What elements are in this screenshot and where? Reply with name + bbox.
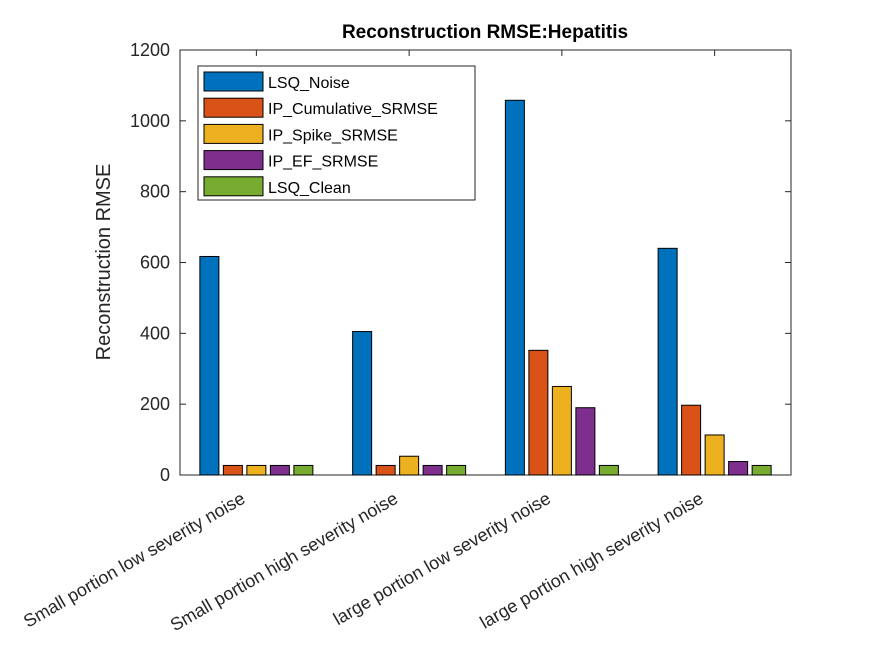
bar-IP_EF_SRMSE (575, 407, 596, 476)
y-tick-label: 200 (140, 394, 170, 414)
legend: LSQ_Noise IP_Cumulative_SRMSE IP_Spike_SRM… (197, 65, 476, 201)
y-axis-label: Reconstruction RMSE (93, 164, 115, 361)
bar-LSQ_Noise (504, 99, 525, 476)
bar-LSQ_Noise (199, 255, 220, 476)
bar-IP_Spike_SRMSE (551, 385, 572, 476)
y-tick-label: 400 (140, 323, 170, 343)
y-tick-label: 1200 (130, 40, 170, 60)
legend-label: LSQ_Clean (268, 180, 351, 197)
bar-IP_Cumulative_SRMSE (222, 464, 243, 476)
bar-IP_EF_SRMSE (422, 464, 443, 476)
bar-LSQ_Noise (352, 331, 373, 476)
bar-IP_Spike_SRMSE (399, 455, 420, 476)
bar-LSQ_Clean (446, 464, 467, 476)
y-tick-label: 800 (140, 182, 170, 202)
legend-swatch-IP_Cumulative_SRMSE (203, 97, 264, 118)
bar-LSQ_Noise (657, 247, 678, 476)
bar-LSQ_Clean (598, 464, 619, 476)
bar-LSQ_Clean (751, 464, 772, 476)
bars (199, 99, 772, 476)
y-tick-label: 0 (160, 465, 170, 485)
bar-IP_Spike_SRMSE (704, 434, 725, 476)
legend-label: IP_Spike_SRMSE (268, 127, 398, 144)
legend-swatch-IP_Spike_SRMSE (203, 123, 264, 144)
bar-IP_EF_SRMSE (269, 464, 290, 476)
bar-IP_EF_SRMSE (728, 461, 749, 476)
bar-IP_Spike_SRMSE (246, 464, 267, 476)
y-tick-label: 1000 (130, 111, 170, 131)
legend-label: LSQ_Noise (268, 75, 350, 92)
legend-swatch-IP_EF_SRMSE (203, 150, 264, 171)
legend-label: IP_Cumulative_SRMSE (268, 101, 438, 118)
legend-swatch-LSQ_Noise (203, 71, 264, 92)
y-tick-label: 600 (140, 253, 170, 273)
legend-swatch-LSQ_Clean (203, 176, 264, 197)
legend-label: IP_EF_SRMSE (268, 154, 378, 171)
bar-IP_Cumulative_SRMSE (375, 464, 396, 476)
bar-LSQ_Clean (293, 464, 314, 476)
chart-title: Reconstruction RMSE:Hepatitis (342, 22, 628, 43)
bar-IP_Cumulative_SRMSE (681, 404, 702, 476)
bar-IP_Cumulative_SRMSE (528, 349, 549, 476)
